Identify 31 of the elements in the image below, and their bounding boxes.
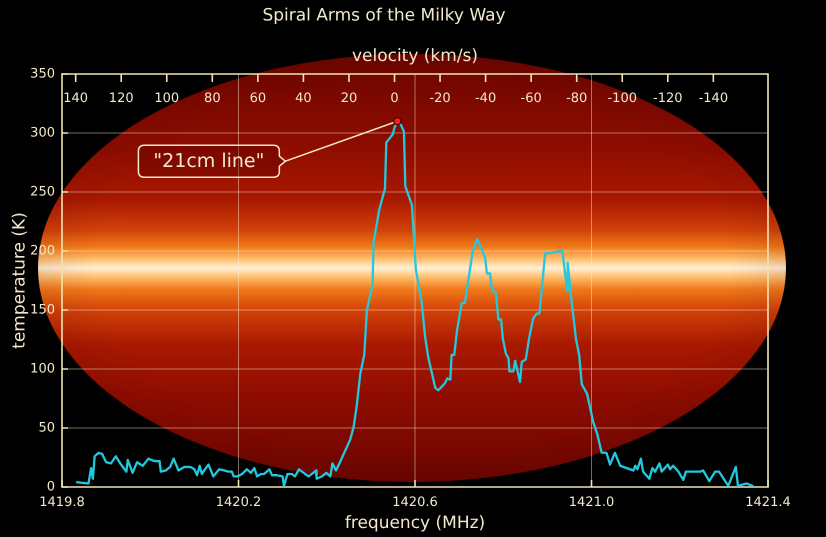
x2-axis-title: velocity (km/s) <box>352 46 478 66</box>
annotation: "21cm line" <box>153 150 264 172</box>
y-tick-label: 100 <box>30 361 55 376</box>
y-tick-label: 250 <box>30 184 55 200</box>
x-tick-label: 1420.2 <box>216 495 262 510</box>
chart-title: Spiral Arms of the Milky Way <box>262 6 506 26</box>
x2-tick-label: 80 <box>204 91 221 106</box>
x2-tick-label: 20 <box>340 91 358 106</box>
x2-tick-label: -100 <box>607 91 638 106</box>
x-tick-label: 1420.6 <box>392 495 438 510</box>
x-tick-label: 1421.4 <box>745 495 791 510</box>
x-tick-label: 1421.0 <box>568 495 614 510</box>
x-axis-title: frequency (MHz) <box>344 513 486 534</box>
x2-tick-label: -40 <box>474 91 496 106</box>
y-tick-label: 50 <box>38 420 55 436</box>
x2-tick-label: 120 <box>108 91 134 106</box>
y-tick-label: 350 <box>30 66 55 82</box>
y-axis-title: temperature (K) <box>10 212 30 349</box>
x2-tick-label: -20 <box>429 91 451 106</box>
x2-tick-label: -120 <box>653 91 683 106</box>
x2-tick-label: -140 <box>698 91 728 106</box>
x2-tick-label: 140 <box>63 91 88 106</box>
x2-tick-label: -60 <box>520 91 542 106</box>
y-tick-label: 300 <box>30 125 55 140</box>
x2-tick-label: -80 <box>566 91 588 106</box>
x2-tick-label: 100 <box>154 91 180 106</box>
x-tick-label: 1419.8 <box>39 495 85 510</box>
y-tick-label: 0 <box>46 479 55 494</box>
x2-tick-label: 0 <box>390 91 399 106</box>
x2-tick-label: 60 <box>250 91 266 106</box>
x2-tick-label: 40 <box>295 91 312 106</box>
